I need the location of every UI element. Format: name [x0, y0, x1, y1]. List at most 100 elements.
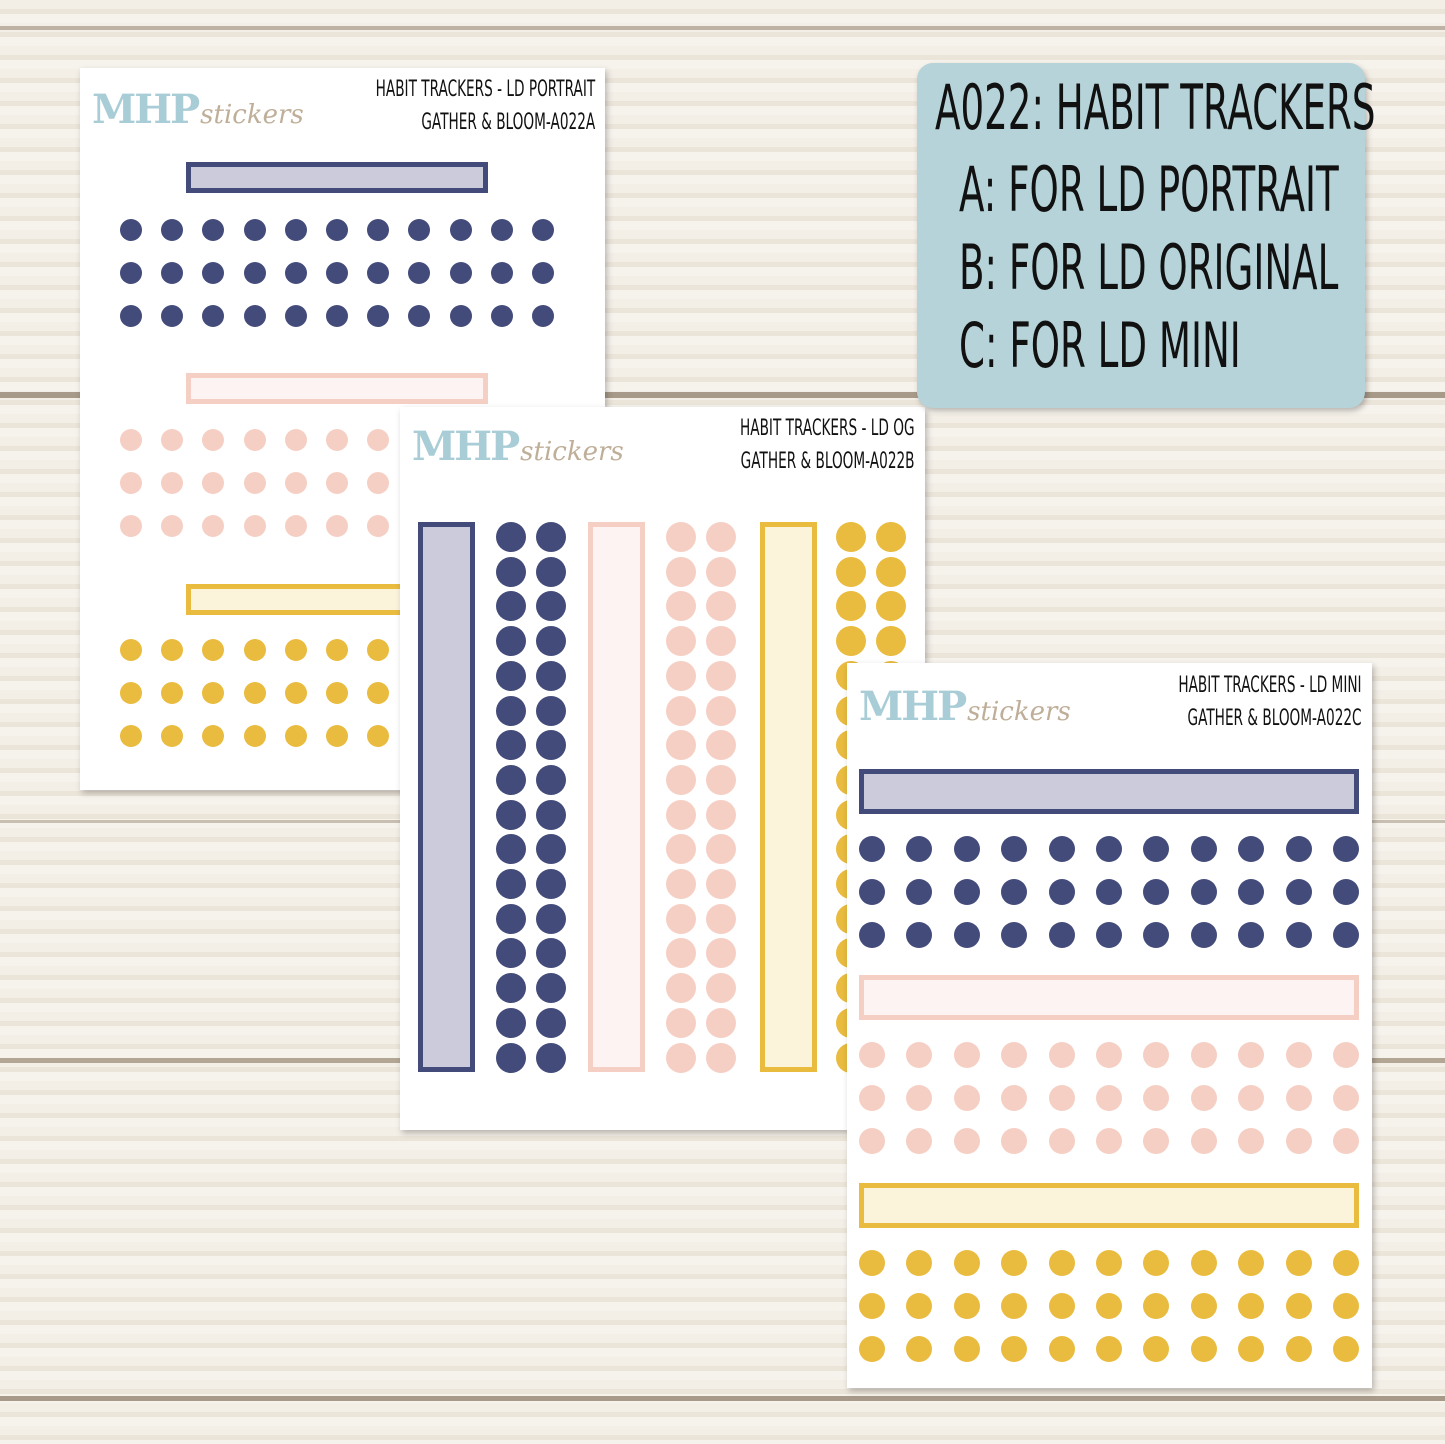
pink-dot [326, 515, 348, 537]
navy-dot [1285, 879, 1312, 905]
navy-dot [536, 1042, 566, 1073]
navy-dot [1285, 922, 1312, 948]
pink-dot [953, 1042, 980, 1068]
pink-dot [666, 1007, 696, 1038]
pink-dot [666, 903, 696, 934]
navy-dot [161, 219, 184, 241]
navy-dot [326, 219, 348, 241]
yellow-dot [120, 725, 142, 747]
pink-dot [906, 1042, 933, 1068]
pink-dot [859, 1085, 885, 1111]
pink-dot [666, 695, 696, 726]
pink-dot [906, 1085, 933, 1111]
pink-dot [706, 869, 736, 899]
navy-dot [496, 660, 526, 691]
pink-dot [666, 1042, 696, 1073]
navy-dot [202, 305, 225, 327]
navy-dot [906, 836, 933, 862]
navy-dot [1190, 879, 1217, 905]
pink-dot [161, 429, 184, 451]
navy-dot [536, 799, 566, 830]
yellow-dot [284, 682, 307, 704]
yellow-dot [1143, 1250, 1170, 1276]
navy-dot [367, 305, 390, 327]
yellow-dot [876, 626, 906, 657]
yellow-dot [836, 556, 866, 587]
yellow-dot [953, 1336, 980, 1362]
yellow-dot [1190, 1336, 1217, 1362]
pink-dot [243, 515, 266, 537]
info-card: A022: HABIT TRACKERS A: FOR LD PORTRAIT … [917, 63, 1375, 408]
navy-dot [408, 219, 431, 241]
navy-dot [1238, 879, 1265, 905]
yellow-dot [1001, 1250, 1028, 1276]
navy-dot [496, 938, 526, 969]
logo-script: stickers [967, 697, 1071, 727]
sticker-sheet-a022c: MHP stickers HABIT TRACKERS - LD MINI GATH… [847, 663, 1372, 1388]
navy-dot [1001, 879, 1028, 905]
pink-dot [666, 973, 696, 1004]
navy-dot [120, 219, 142, 241]
navy-dot [1048, 836, 1075, 862]
yellow-dot [1048, 1250, 1075, 1276]
pink-dot [161, 472, 184, 494]
pink-dot [1096, 1042, 1122, 1068]
navy-dot [953, 922, 980, 948]
navy-dot [1333, 922, 1359, 948]
yellow-dot [367, 639, 390, 661]
navy-dot [496, 799, 526, 830]
pink-dot [666, 591, 696, 622]
pink-dot [326, 429, 348, 451]
pink-dot [666, 834, 696, 865]
navy-dot [449, 305, 472, 327]
yellow-dot [1096, 1250, 1122, 1276]
pink-dot [1096, 1128, 1122, 1154]
pink-dot [120, 515, 142, 537]
navy-dot [536, 626, 566, 657]
pink-dot [666, 869, 696, 899]
pink-dot [706, 764, 736, 795]
navy-dot [449, 262, 472, 284]
pink-dot [1143, 1085, 1170, 1111]
pink-dot [120, 472, 142, 494]
info-title: A022: HABIT TRACKERS [935, 71, 1376, 144]
pink-dot [1285, 1128, 1312, 1154]
pink-dot [1001, 1085, 1028, 1111]
yellow-dot [1285, 1293, 1312, 1319]
yellow-tracker-bar [760, 522, 817, 1072]
yellow-dot [1238, 1250, 1265, 1276]
navy-dot [496, 695, 526, 726]
navy-dot [408, 305, 431, 327]
navy-dot [536, 869, 566, 899]
navy-dot [1238, 922, 1265, 948]
pink-dot [284, 472, 307, 494]
yellow-dot [1238, 1293, 1265, 1319]
navy-dot [367, 262, 390, 284]
navy-dot [326, 262, 348, 284]
yellow-dot [1333, 1250, 1359, 1276]
pink-dot [666, 938, 696, 969]
navy-dot [243, 305, 266, 327]
pink-dot [1190, 1085, 1217, 1111]
navy-dot [1096, 836, 1122, 862]
yellow-dot [1190, 1250, 1217, 1276]
pink-dot [1333, 1085, 1359, 1111]
pink-dot [243, 429, 266, 451]
pink-dot [326, 472, 348, 494]
pink-dot [202, 429, 225, 451]
navy-dot [536, 591, 566, 622]
yellow-dot [1285, 1336, 1312, 1362]
pink-dot [706, 1042, 736, 1073]
mhp-stickers-logo: MHP stickers [92, 86, 304, 133]
yellow-dot [876, 556, 906, 587]
pink-dot [666, 522, 696, 552]
yellow-dot [1285, 1250, 1312, 1276]
pink-dot [859, 1128, 885, 1154]
navy-dot [859, 836, 885, 862]
navy-dot [906, 922, 933, 948]
navy-dot [1333, 836, 1359, 862]
navy-dot [120, 305, 142, 327]
yellow-dot [202, 639, 225, 661]
pink-dot [1238, 1128, 1265, 1154]
yellow-dot [326, 725, 348, 747]
